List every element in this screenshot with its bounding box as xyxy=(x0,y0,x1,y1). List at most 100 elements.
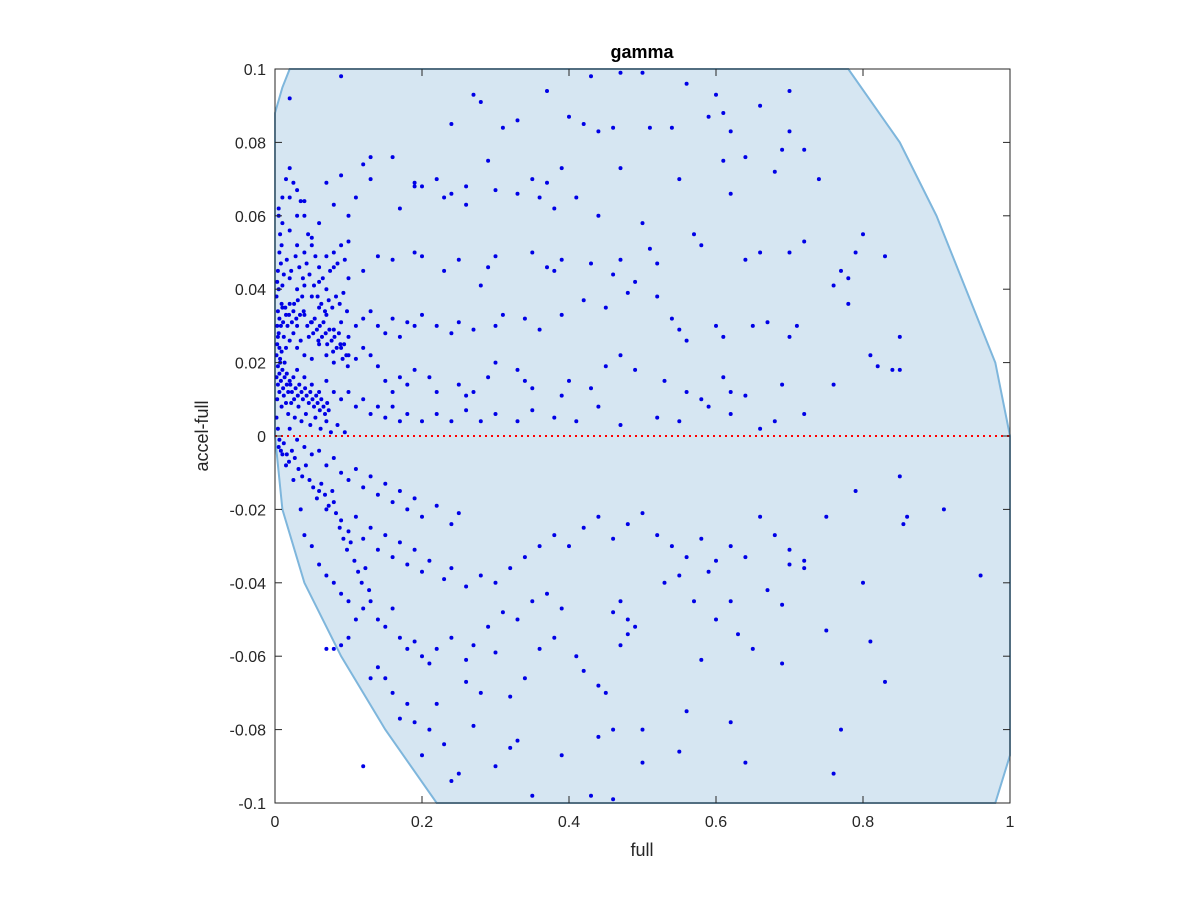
data-point xyxy=(787,334,792,339)
data-point xyxy=(312,283,316,288)
data-point xyxy=(302,250,307,255)
y-tick-label: -0.04 xyxy=(230,576,267,593)
data-point xyxy=(412,547,417,552)
data-point xyxy=(280,221,285,226)
data-point xyxy=(522,555,527,560)
data-point xyxy=(669,544,674,549)
data-point xyxy=(655,261,660,266)
data-point xyxy=(311,485,316,490)
data-point xyxy=(397,334,402,339)
data-point xyxy=(611,727,616,732)
data-point xyxy=(581,525,586,530)
data-point xyxy=(596,514,601,519)
data-point xyxy=(758,514,763,519)
data-point xyxy=(611,272,616,277)
data-point xyxy=(313,254,318,259)
data-point xyxy=(427,727,432,732)
data-point xyxy=(618,423,623,427)
data-point xyxy=(305,323,310,328)
data-point xyxy=(367,588,372,593)
data-point xyxy=(289,448,294,453)
data-point xyxy=(493,580,498,585)
data-point xyxy=(276,331,281,336)
data-point xyxy=(390,404,395,409)
data-point xyxy=(714,617,718,622)
x-axis-label: full xyxy=(630,840,653,860)
data-point xyxy=(603,690,608,695)
data-point xyxy=(846,301,851,306)
data-point xyxy=(339,397,344,402)
data-point xyxy=(302,283,307,288)
data-point xyxy=(368,599,373,604)
data-point xyxy=(464,393,469,398)
data-point xyxy=(306,334,311,339)
data-point xyxy=(339,470,344,475)
data-point xyxy=(295,188,300,193)
data-point xyxy=(353,356,358,361)
x-tick-label: 0.8 xyxy=(852,814,874,831)
data-point xyxy=(625,290,630,295)
data-point xyxy=(291,331,296,336)
data-point xyxy=(449,419,454,424)
data-point xyxy=(317,323,322,328)
data-point xyxy=(315,294,320,299)
data-point xyxy=(291,180,296,185)
data-point xyxy=(493,188,498,193)
data-point xyxy=(321,320,326,325)
data-point xyxy=(361,345,366,350)
data-point xyxy=(633,367,638,372)
data-point xyxy=(283,305,288,310)
data-point xyxy=(515,617,520,622)
data-point xyxy=(335,261,340,266)
data-point xyxy=(331,349,336,354)
data-point xyxy=(304,393,309,398)
data-point xyxy=(397,419,402,424)
data-point xyxy=(434,701,439,706)
data-point xyxy=(434,503,439,508)
data-point xyxy=(279,349,284,354)
data-point xyxy=(662,580,667,585)
data-point xyxy=(346,635,351,640)
data-point xyxy=(346,390,351,394)
data-point xyxy=(537,195,542,200)
data-point xyxy=(275,279,280,284)
data-point xyxy=(328,268,333,273)
data-point xyxy=(284,371,289,376)
data-point xyxy=(677,419,682,424)
data-point xyxy=(897,474,902,479)
data-point xyxy=(275,426,280,431)
data-point xyxy=(361,268,366,273)
data-point xyxy=(611,125,616,130)
data-point xyxy=(281,320,286,325)
data-point xyxy=(317,305,322,310)
data-point xyxy=(567,544,571,549)
data-point xyxy=(344,353,349,358)
data-point xyxy=(375,492,380,497)
data-point xyxy=(442,268,447,273)
data-point xyxy=(368,309,373,314)
data-point xyxy=(412,496,417,501)
data-point xyxy=(368,353,373,358)
data-point xyxy=(743,555,748,560)
data-point xyxy=(284,401,288,405)
data-point xyxy=(890,367,895,372)
data-point xyxy=(537,544,542,549)
data-point xyxy=(346,529,351,534)
data-point xyxy=(368,676,373,681)
data-point xyxy=(353,404,358,409)
data-point xyxy=(861,580,865,585)
data-point xyxy=(337,301,342,306)
data-point xyxy=(301,309,306,314)
chart-title: gamma xyxy=(610,42,674,62)
data-point xyxy=(530,250,535,255)
data-point xyxy=(603,305,608,310)
data-point xyxy=(883,679,887,684)
data-point xyxy=(655,294,660,299)
data-point xyxy=(316,338,321,343)
data-point xyxy=(456,771,461,776)
data-point xyxy=(405,412,410,416)
data-point xyxy=(324,507,329,512)
data-point xyxy=(397,635,402,640)
data-point xyxy=(284,463,288,468)
data-point xyxy=(442,742,447,747)
